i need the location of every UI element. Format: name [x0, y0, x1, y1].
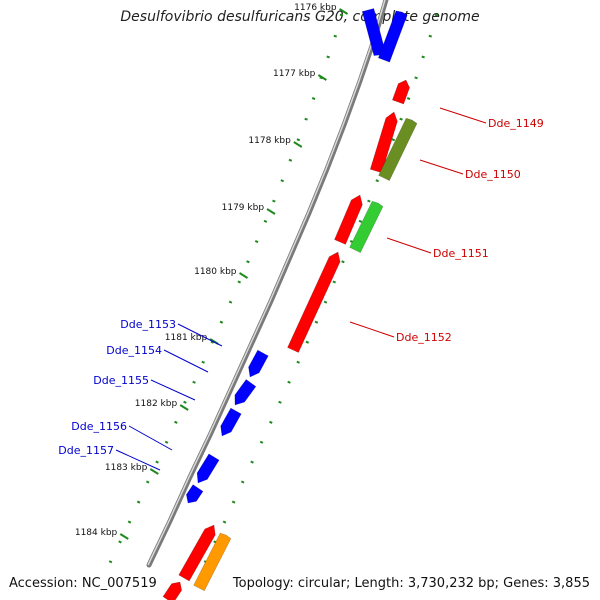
reverse-gene-label: Dde_1155 — [93, 374, 149, 387]
gene-arrow-reverse — [377, 10, 408, 63]
gene-arrow-reverse — [186, 484, 204, 504]
kbp-tick-mark — [238, 272, 249, 279]
kbp-tick-label: 1183 kbp — [105, 463, 148, 473]
forward-gene-label: Dde_1149 — [488, 117, 544, 130]
kbp-tick-label: 1176 kbp — [294, 3, 337, 13]
reverse-gene-label: Dde_1157 — [58, 444, 114, 457]
gene-arrow-forward — [287, 251, 341, 353]
genome-title: Desulfovibrio desulfuricans G20, complet… — [120, 9, 480, 25]
gene-arrow-reverse — [196, 453, 220, 484]
gene-arrow-reverse — [220, 407, 242, 437]
forward-leader-line — [349, 321, 395, 338]
forward-gene-label: Dde_1151 — [433, 247, 489, 260]
reverse-leader-line — [177, 323, 223, 347]
features — [162, 8, 418, 600]
feature-olive — [378, 117, 418, 182]
backbone-line — [146, 0, 389, 568]
reverse-leader-line — [163, 349, 209, 373]
kbp-tick-label: 1182 kbp — [135, 399, 178, 409]
accession-text: Accession: NC_007519 — [9, 576, 157, 591]
kbp-tick-label: 1180 kbp — [194, 267, 237, 277]
gene-arrow-reverse — [248, 349, 269, 378]
forward-leader-line — [386, 237, 432, 254]
reverse-leader-line — [128, 425, 173, 451]
forward-leader-line — [419, 159, 464, 175]
reverse-gene-label: Dde_1154 — [106, 344, 162, 357]
reverse-leader-line — [115, 449, 161, 471]
forward-gene-label: Dde_1150 — [465, 168, 521, 181]
gene-arrow-forward — [334, 194, 363, 245]
kbp-tick-label: 1184 kbp — [75, 528, 118, 538]
kbp-tick-mark — [266, 208, 276, 215]
inner-tick-rail — [107, 0, 348, 566]
backbone — [146, 0, 389, 568]
kbp-tick-mark — [119, 533, 129, 540]
kbp-tick-label: 1181 kbp — [165, 333, 208, 343]
gene-arrow-forward — [178, 524, 216, 582]
gene-arrow-forward — [391, 79, 410, 105]
kbp-tick-mark — [339, 8, 349, 15]
feature-orange — [193, 532, 232, 592]
gene-arrow-forward — [162, 581, 182, 600]
gene-labels: Dde_1149 Dde_1150 Dde_1151 Dde_1152 Dde_1153… — [58, 107, 544, 471]
kbp-tick-mark — [179, 404, 189, 411]
forward-leader-line — [439, 107, 487, 124]
forward-gene-label: Dde_1152 — [396, 331, 452, 344]
kbp-tick-mark — [149, 468, 159, 475]
reverse-leader-line — [150, 379, 196, 401]
kbp-ticks: 1176 kbp 1177 kbp 1178 kbp 1179 kbp 1180 kbp… — [75, 0, 443, 566]
kbp-tick-mark — [317, 74, 327, 81]
reverse-gene-label: Dde_1156 — [71, 420, 127, 433]
kbp-tick-label: 1179 kbp — [222, 203, 265, 213]
kbp-tick-label: 1178 kbp — [248, 136, 291, 146]
reverse-gene-label: Dde_1153 — [120, 318, 176, 331]
kbp-tick-mark — [293, 141, 303, 148]
topology-text: Topology: circular; Length: 3,730,232 bp… — [232, 576, 590, 591]
feature-green — [349, 200, 384, 254]
gene-arrow-forward — [369, 111, 398, 174]
gene-arrow-reverse — [234, 379, 257, 406]
kbp-tick-label: 1177 kbp — [273, 69, 316, 79]
